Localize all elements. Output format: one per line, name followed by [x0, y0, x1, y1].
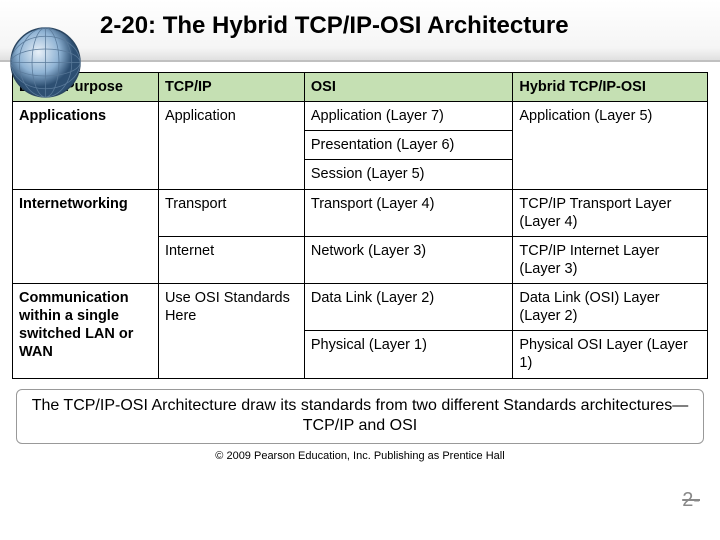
table-row: Applications Application Application (La…	[13, 102, 708, 131]
cell-hybrid: TCP/IP Transport Layer (Layer 4)	[513, 189, 708, 236]
cell-osi: Physical (Layer 1)	[304, 331, 513, 378]
slide-title: 2-20: The Hybrid TCP/IP-OSI Architecture	[100, 12, 569, 40]
cell-hybrid: Physical OSI Layer (Layer 1)	[513, 331, 708, 378]
cell-osi: Presentation (Layer 6)	[304, 131, 513, 160]
cell-tcpip: Internet	[158, 236, 304, 283]
table-header-row: Broad Purpose TCP/IP OSI Hybrid TCP/IP-O…	[13, 73, 708, 102]
globe-icon	[8, 25, 83, 100]
cell-tcpip: Application	[158, 102, 304, 189]
cell-osi: Data Link (Layer 2)	[304, 284, 513, 331]
col-header: Hybrid TCP/IP-OSI	[513, 73, 708, 102]
cell-osi: Application (Layer 7)	[304, 102, 513, 131]
table-row: Communication within a single switched L…	[13, 284, 708, 331]
copyright-text: © 2009 Pearson Education, Inc. Publishin…	[0, 450, 720, 462]
cell-tcpip: Transport	[158, 189, 304, 236]
slide-header: 2-20: The Hybrid TCP/IP-OSI Architecture	[0, 0, 720, 62]
cell-osi: Session (Layer 5)	[304, 160, 513, 189]
cell-purpose: Communication within a single switched L…	[13, 284, 159, 379]
col-header: TCP/IP	[158, 73, 304, 102]
cell-osi: Network (Layer 3)	[304, 236, 513, 283]
cell-hybrid: Data Link (OSI) Layer (Layer 2)	[513, 284, 708, 331]
cell-osi: Transport (Layer 4)	[304, 189, 513, 236]
col-header: OSI	[304, 73, 513, 102]
cell-tcpip: Use OSI Standards Here	[158, 284, 304, 379]
table-row: Internetworking Transport Transport (Lay…	[13, 189, 708, 236]
page-number: 2-	[682, 489, 700, 512]
note-box: The TCP/IP-OSI Architecture draw its sta…	[16, 389, 704, 445]
cell-hybrid: TCP/IP Internet Layer (Layer 3)	[513, 236, 708, 283]
cell-hybrid: Application (Layer 5)	[513, 102, 708, 189]
cell-purpose: Internetworking	[13, 189, 159, 284]
cell-purpose: Applications	[13, 102, 159, 189]
architecture-table: Broad Purpose TCP/IP OSI Hybrid TCP/IP-O…	[12, 72, 708, 379]
table-container: Broad Purpose TCP/IP OSI Hybrid TCP/IP-O…	[0, 62, 720, 379]
